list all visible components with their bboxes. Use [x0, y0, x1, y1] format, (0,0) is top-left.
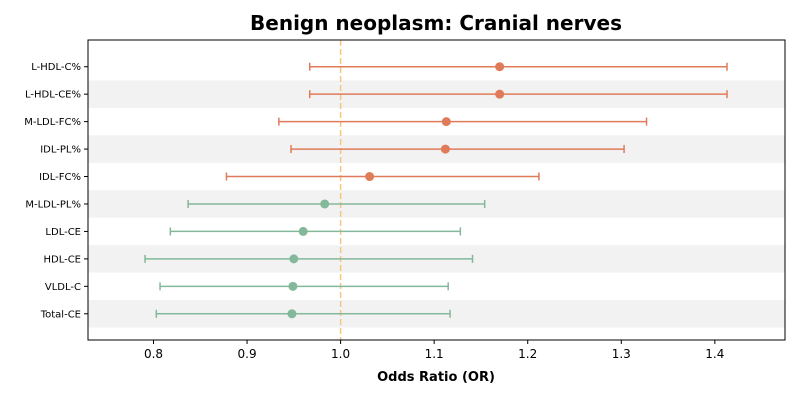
- or-point: [298, 226, 308, 236]
- x-tick-label: 0.8: [144, 347, 163, 361]
- x-tick-label: 0.9: [238, 347, 257, 361]
- forest-row: [144, 254, 474, 264]
- x-tick-label: 1.2: [518, 347, 537, 361]
- forest-row: [308, 89, 728, 99]
- chart-marks: [144, 62, 728, 319]
- y-tick-label: VLDL-C: [45, 282, 81, 293]
- plot-frame: [87, 39, 786, 341]
- or-point: [287, 309, 297, 319]
- forest-row: [290, 144, 625, 154]
- y-tick-label: M-LDL-FC%: [24, 117, 81, 128]
- forest-row: [278, 117, 648, 127]
- chart-title: Benign neoplasm: Cranial nerves: [250, 11, 622, 35]
- y-tick-label: IDL-PL%: [40, 145, 81, 156]
- y-tick-label: L-HDL-CE%: [25, 90, 81, 101]
- forest-row: [159, 281, 449, 291]
- x-tick-label: 1.0: [331, 347, 350, 361]
- y-tick-label: LDL-CE: [45, 227, 81, 238]
- or-point: [365, 172, 375, 182]
- x-axis-label: Odds Ratio (OR): [377, 370, 495, 385]
- or-point: [288, 281, 298, 291]
- y-tick-label: Total-CE: [40, 309, 81, 320]
- x-axis: 0.8 0.9 1.0 1.1 1.2 1.3 1.4: [144, 340, 724, 361]
- y-tick-label: M-LDL-PL%: [25, 199, 81, 210]
- or-point: [495, 62, 505, 72]
- x-tick-label: 1.4: [705, 347, 724, 361]
- y-axis: L-HDL-C% L-HDL-CE% M-LDL-FC% IDL-PL% IDL-FC%…: [24, 62, 88, 320]
- forest-row: [155, 309, 451, 319]
- forest-row: [187, 199, 486, 209]
- or-point: [495, 89, 505, 99]
- or-point: [441, 117, 451, 127]
- or-point: [440, 144, 450, 154]
- or-point: [320, 199, 330, 209]
- or-point: [289, 254, 299, 264]
- forest-row: [308, 62, 728, 72]
- x-tick-label: 1.1: [425, 347, 444, 361]
- forest-row: [169, 226, 462, 236]
- y-tick-label: L-HDL-C%: [31, 62, 81, 73]
- forest-row: [225, 172, 540, 182]
- y-tick-label: HDL-CE: [43, 254, 81, 265]
- x-tick-label: 1.3: [612, 347, 631, 361]
- y-tick-label: IDL-FC%: [39, 172, 81, 183]
